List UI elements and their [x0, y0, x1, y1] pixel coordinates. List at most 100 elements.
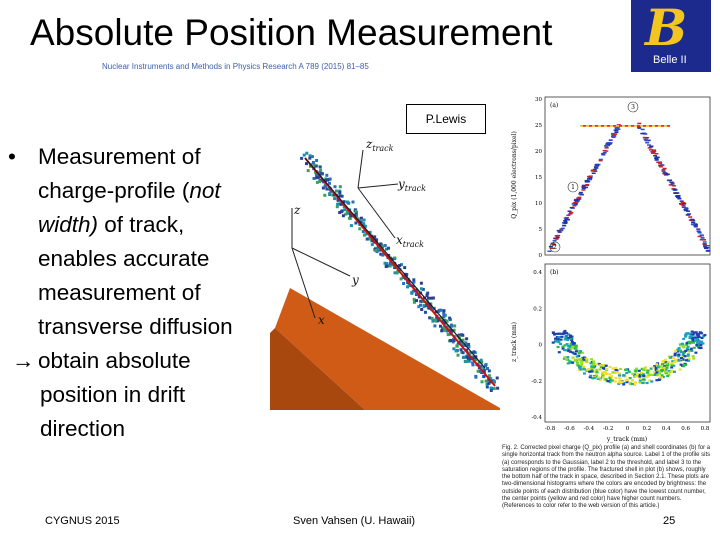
shell-point	[577, 354, 581, 357]
shell-point	[571, 344, 575, 347]
track-hit	[381, 244, 385, 248]
track-hit	[315, 174, 319, 177]
shell-point	[653, 371, 657, 374]
shell-point	[605, 372, 609, 375]
shell-point	[569, 336, 573, 339]
profile-point	[584, 186, 588, 189]
shell-point	[682, 350, 686, 353]
x-axis	[291, 247, 316, 319]
shell-point	[617, 382, 621, 385]
y-track-axis	[357, 183, 399, 189]
shell-point	[649, 367, 653, 370]
shell-coordinates-plot: (b) z_track (mm) y_track (mm) -0.4 -0.2 0 0…	[511, 263, 711, 443]
profile-point	[563, 220, 568, 222]
shell-point	[599, 378, 602, 381]
shell-point	[691, 333, 695, 336]
shell-point	[699, 344, 703, 347]
plot-a-points	[547, 122, 711, 252]
track-hit	[312, 177, 316, 180]
profile-point	[581, 184, 586, 187]
track-hit	[338, 194, 342, 198]
track-hit	[442, 315, 446, 319]
profile-point	[591, 172, 596, 174]
shell-point	[566, 336, 570, 339]
track-hit	[433, 324, 437, 328]
shell-point	[569, 344, 573, 347]
shell-point	[571, 351, 575, 354]
shell-point	[614, 366, 618, 369]
shell-point	[557, 340, 561, 343]
track-hit	[467, 359, 471, 363]
profile-point	[587, 175, 591, 178]
shell-point	[563, 349, 567, 352]
track-hit	[474, 358, 478, 362]
y-tick-label: -0.4	[531, 415, 542, 421]
profile-point	[645, 142, 650, 144]
track-hit	[305, 151, 309, 155]
profile-point	[573, 202, 578, 205]
profile-point	[595, 164, 600, 166]
track-hit	[398, 264, 402, 267]
profile-point	[696, 230, 701, 232]
track-hit	[399, 277, 403, 281]
profile-point	[703, 244, 707, 246]
track-hit	[384, 265, 388, 268]
track-hit	[450, 329, 454, 333]
bullet-line: charge-profile (not	[38, 174, 278, 208]
shell-point	[556, 337, 560, 340]
profile-point	[568, 213, 573, 215]
x-tick-label: -0.8	[545, 426, 556, 432]
track-hit	[484, 379, 488, 383]
shell-point	[633, 383, 637, 386]
track-hit	[489, 389, 493, 392]
shell-point	[615, 371, 619, 374]
profile-point	[654, 153, 659, 155]
shell-point	[595, 363, 598, 366]
track-hit	[383, 244, 387, 247]
profile-point	[588, 176, 593, 179]
profile-point	[644, 139, 649, 142]
shell-point	[654, 368, 658, 371]
shell-point	[588, 376, 592, 379]
shell-point	[562, 357, 566, 360]
profile-point	[681, 204, 686, 207]
track-hit	[379, 252, 383, 256]
shell-point	[623, 375, 627, 378]
track-hit	[460, 333, 464, 337]
shell-point	[694, 351, 698, 354]
shell-point	[694, 331, 698, 334]
shell-point	[694, 336, 697, 339]
shell-point	[691, 338, 695, 342]
profile-point	[602, 152, 607, 154]
shell-point	[583, 360, 587, 363]
profile-point	[592, 168, 597, 171]
shell-point	[625, 371, 629, 375]
track-hit	[466, 359, 470, 363]
profile-point	[679, 200, 684, 202]
shell-point	[685, 343, 688, 346]
track-hit	[487, 369, 491, 373]
track-hit	[435, 316, 439, 320]
profile-point	[661, 170, 666, 173]
profile-point	[604, 144, 609, 147]
track-hit	[493, 380, 496, 384]
track-hit	[442, 309, 446, 313]
shell-point	[677, 358, 680, 361]
profile-point	[573, 199, 578, 202]
track-hit	[315, 176, 319, 180]
saturation-point	[646, 125, 649, 127]
shell-point	[582, 358, 586, 361]
footer-event: CYGNUS 2015	[45, 515, 120, 527]
track-hit	[421, 300, 425, 304]
shell-point	[576, 358, 580, 361]
profile-point	[608, 139, 613, 141]
shell-point	[620, 380, 624, 384]
shell-point	[679, 358, 683, 361]
profile-point	[658, 166, 663, 168]
shell-point	[552, 331, 555, 334]
shell-point	[681, 355, 685, 358]
shell-point	[557, 351, 561, 354]
shell-point	[638, 381, 642, 384]
profile-point	[567, 210, 572, 212]
track-hit	[419, 281, 423, 285]
